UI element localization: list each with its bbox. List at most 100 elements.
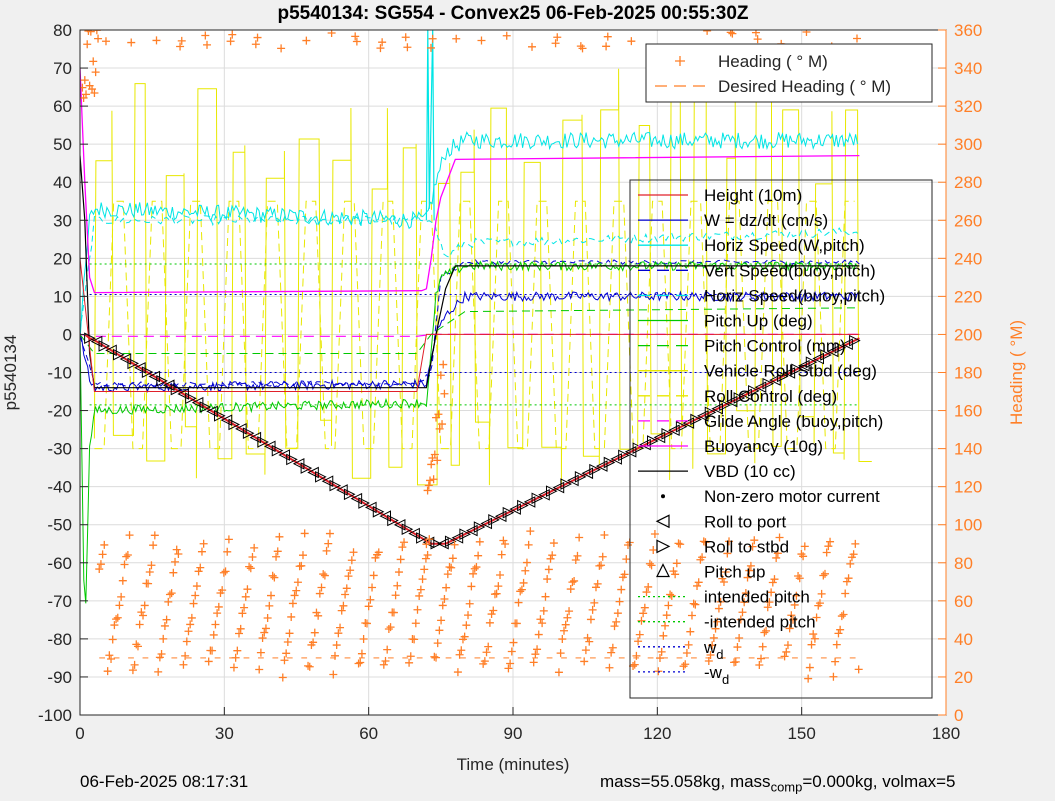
heading-marker: [275, 532, 284, 541]
y2-tick-label: 120: [954, 478, 982, 497]
heading-marker: [226, 37, 235, 46]
x-tick-label: 60: [359, 724, 378, 743]
heading-marker: [718, 574, 727, 583]
heading-marker: [591, 583, 600, 592]
heading-marker: [804, 674, 813, 683]
legend-swatch: [661, 494, 665, 499]
roll-to-stbd-marker: [762, 377, 775, 390]
x-tick-label: 30: [215, 724, 234, 743]
heading-marker: [524, 540, 533, 549]
heading-marker: [255, 665, 264, 674]
heading-marker: [406, 652, 415, 661]
heading-marker: [315, 589, 324, 598]
heading-marker: [118, 576, 127, 585]
heading-marker: [733, 643, 742, 652]
heading-marker: [91, 68, 100, 77]
series-vbd: [80, 155, 860, 389]
heading-marker: [467, 582, 476, 591]
x-tick-label: 150: [787, 724, 815, 743]
heading-marker: [435, 424, 444, 433]
heading-marker: [273, 547, 282, 556]
heading-marker: [325, 529, 334, 538]
heading-marker: [465, 599, 474, 608]
heading-marker: [765, 598, 774, 607]
heading-marker: [645, 559, 654, 568]
heading-marker: [723, 549, 732, 558]
heading-marker: [108, 635, 117, 644]
heading-marker: [644, 582, 653, 591]
heading-marker: [243, 585, 252, 594]
roll-to-port-marker: [191, 396, 204, 409]
heading-marker: [819, 571, 828, 580]
heading-marker: [755, 660, 764, 669]
heading-marker: [270, 573, 279, 582]
heading-marker: [157, 649, 166, 658]
heading-marker: [332, 641, 341, 650]
heading-marker: [86, 30, 95, 36]
heading-marker: [474, 551, 483, 560]
series-vert-speed-buoy: [80, 259, 860, 387]
heading-marker: [772, 553, 781, 562]
heading-marker: [221, 567, 230, 576]
heading-marker: [581, 646, 590, 655]
legend-main-entry: Horiz Speed(buoy,pitch): [704, 286, 885, 305]
y2-tick-label: 320: [954, 97, 982, 116]
roll-to-port-marker: [364, 501, 377, 514]
y-tick-label: 10: [53, 287, 72, 306]
heading-marker: [112, 615, 121, 624]
y-tick-label: 50: [53, 135, 72, 154]
heading-marker: [194, 567, 203, 576]
heading-marker: [763, 603, 772, 612]
legend-main-entry: Vehicle Roll Stbd (deg): [704, 362, 877, 381]
series-height: [84, 333, 860, 545]
heading-marker: [566, 585, 575, 594]
heading-marker: [477, 36, 486, 45]
heading-marker: [676, 540, 685, 549]
roll-to-stbd-marker: [444, 535, 457, 548]
y-tick-label: 30: [53, 211, 72, 230]
heading-marker: [484, 642, 493, 651]
heading-marker: [267, 591, 276, 600]
heading-marker: [782, 647, 791, 656]
legend-main-entry: -intended pitch: [704, 613, 816, 632]
heading-marker: [812, 613, 821, 622]
heading-marker: [176, 42, 185, 51]
heading-marker: [378, 38, 387, 47]
heading-marker: [442, 583, 451, 592]
y-tick-label: -20: [47, 402, 72, 421]
heading-marker: [280, 656, 289, 665]
heading-marker: [357, 649, 366, 658]
heading-marker: [608, 643, 617, 652]
heading-marker: [514, 598, 523, 607]
heading-marker: [191, 591, 200, 600]
y2-tick-label: 300: [954, 135, 982, 154]
roll-to-stbd-marker: [185, 392, 197, 405]
heading-marker: [403, 43, 412, 52]
legend-main: Height (10m) W = dz/dt (cm/s) Horiz Speed(…: [629, 179, 933, 699]
heading-marker: [492, 589, 501, 598]
heading-marker: [630, 660, 639, 669]
heading-marker: [304, 661, 313, 670]
heading-marker: [556, 649, 565, 658]
heading-marker: [268, 571, 277, 580]
heading-marker: [684, 640, 693, 649]
roll-to-stbd-marker: [849, 334, 861, 347]
legend-heading-entry: Heading ( ° M): [718, 52, 828, 71]
heading-marker: [464, 611, 473, 620]
legend-main-entry: intended pitch: [704, 588, 810, 607]
y-axis-label: p5540134: [1, 335, 20, 411]
heading-marker: [263, 613, 272, 622]
series-pitch-control: [80, 307, 860, 354]
heading-marker: [320, 571, 329, 580]
heading-marker: [821, 569, 830, 578]
y2-tick-label: 60: [954, 592, 973, 611]
heading-marker: [125, 531, 134, 540]
heading-marker: [598, 552, 607, 561]
heading-marker: [248, 552, 257, 561]
heading-marker: [133, 642, 142, 651]
heading-marker: [292, 586, 301, 595]
roll-to-stbd-marker: [545, 485, 558, 497]
heading-marker: [359, 634, 368, 643]
heading-marker: [512, 619, 521, 628]
heading-marker: [664, 601, 673, 610]
